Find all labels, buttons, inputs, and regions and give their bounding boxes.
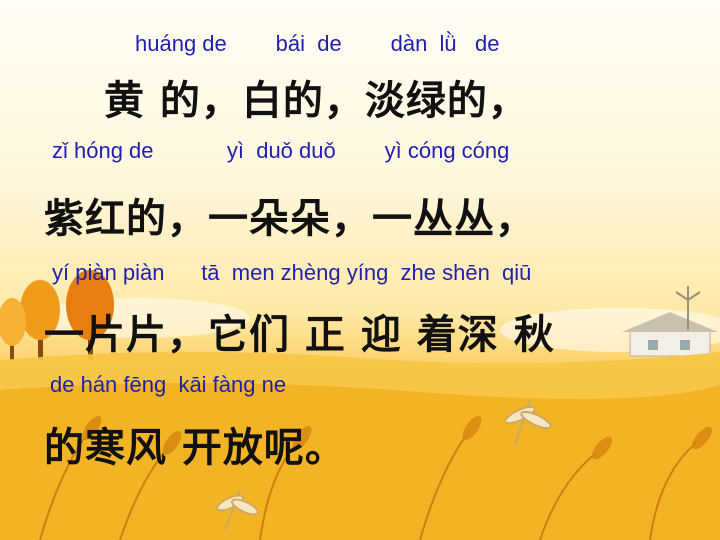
pinyin-line-4: de hán fēng kāi fàng ne — [50, 372, 287, 397]
wheat-ears — [82, 416, 713, 460]
dragonfly-icon — [216, 489, 259, 531]
autumn-tree-icon — [0, 298, 26, 360]
hanzi-line-2-text: 紫红的，一朵朵，一丛丛， — [44, 196, 536, 242]
autumn-tree-icon — [66, 270, 114, 360]
hanzi-line-4: 的寒风 开放呢。 — [44, 425, 346, 471]
pinyin-line-3: yí piàn piàn tā men zhèng yíng zhe shēn … — [52, 260, 532, 285]
hanzi-line-1: 黄 的，白的，淡绿的， — [104, 78, 529, 124]
pinyin-line-1: huáng de bái de dàn lǜ de — [135, 31, 500, 56]
hanzi-line-3: 一片片，它们 正 迎 着深 秋 — [44, 312, 555, 358]
windmill-icon — [675, 286, 701, 330]
autumn-tree-icon — [20, 280, 60, 360]
pinyin-line-2: zǐ hóng de yì duǒ duǒ yì cóng cóng — [52, 138, 510, 163]
farmhouse-icon — [622, 312, 718, 357]
dragonfly-icon — [504, 399, 552, 446]
